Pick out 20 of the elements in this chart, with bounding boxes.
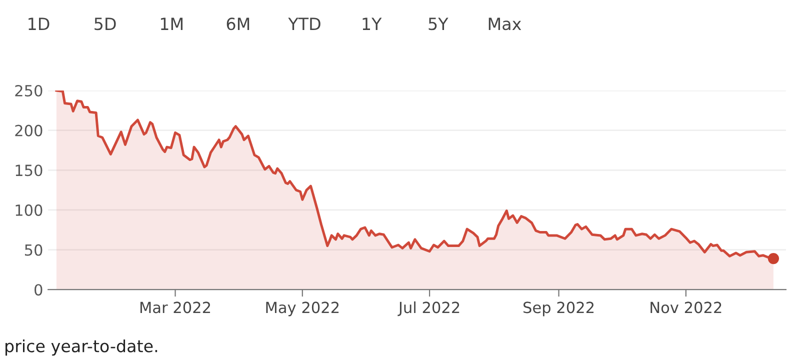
text: YTD	[288, 18, 320, 30]
text: 5D	[94, 18, 116, 30]
text: 1D	[28, 18, 50, 30]
y-tick-label: 150	[16, 164, 42, 176]
text: 6M	[226, 18, 250, 30]
x-tick-label: Nov 2022	[650, 302, 722, 314]
y-tick-label: 250	[15, 84, 42, 97]
x-tick-label: Mar 2022	[140, 302, 210, 314]
y-tick-label: 200	[15, 124, 42, 136]
text: 1Y	[362, 18, 382, 30]
text: 1M	[160, 18, 182, 30]
text: Max	[488, 18, 522, 30]
y-tick-label: 100	[16, 204, 42, 216]
x-tick-label: Sep 2022	[524, 302, 594, 316]
text: price year-to-date.	[6, 339, 158, 356]
y-tick-label: 0	[34, 284, 42, 296]
text: 5Y	[428, 18, 448, 30]
y-tick-label: 50	[24, 244, 42, 256]
x-tick-label: Jul 2022	[398, 301, 460, 316]
x-tick-label: May 2022	[266, 302, 339, 316]
